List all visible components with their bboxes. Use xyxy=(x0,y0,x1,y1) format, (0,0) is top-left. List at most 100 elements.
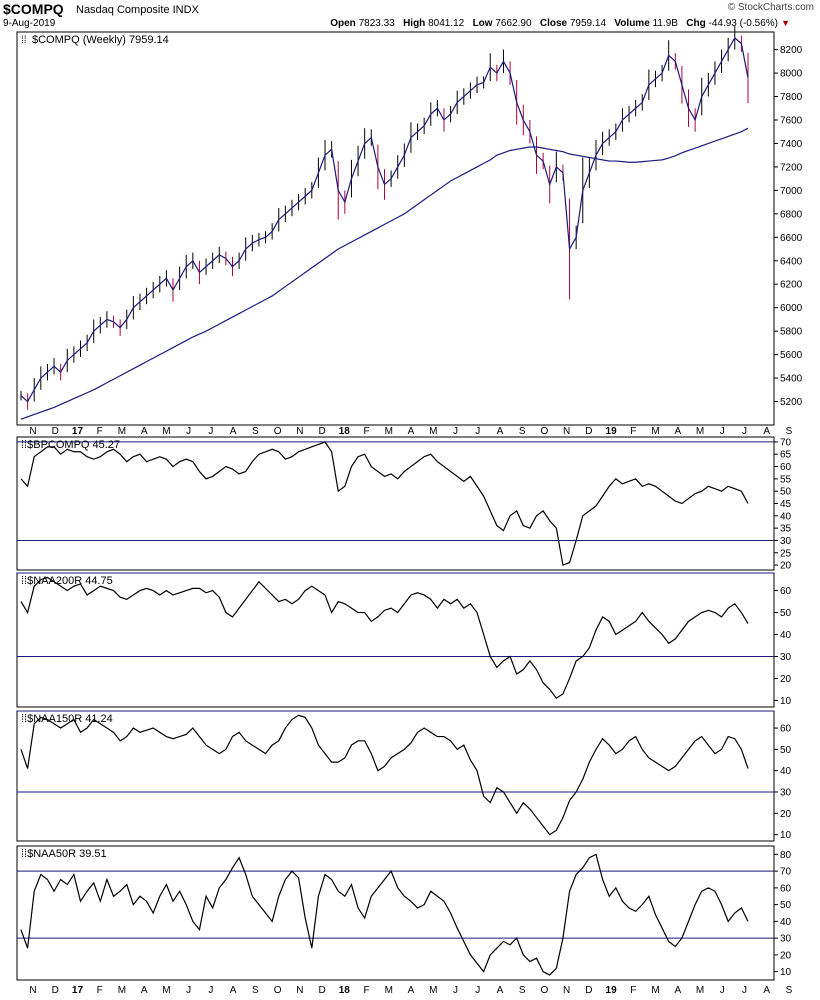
x-tick-label: F xyxy=(363,426,369,437)
y-tick-label: 20 xyxy=(780,674,792,685)
x-tick-label: F xyxy=(363,985,369,996)
x-tick-label: N xyxy=(296,426,303,437)
ohlc-summary: Open 7823.33 High 8041.12 Low 7662.90 Cl… xyxy=(330,18,778,29)
symbol-name: Nasdaq Composite INDX xyxy=(76,4,199,16)
x-tick-label: M xyxy=(118,426,126,437)
x-tick-label: M xyxy=(429,426,437,437)
x-tick-label: D xyxy=(585,426,592,437)
volume-label: Volume xyxy=(614,18,650,29)
y-tick-label: 70 xyxy=(780,867,792,878)
panel-frame xyxy=(16,572,775,708)
y-tick-label: 50 xyxy=(780,900,792,911)
x-tick-label: J xyxy=(186,426,191,437)
x-tick-label: M xyxy=(651,985,659,996)
y-tick-label: 60 xyxy=(780,462,792,473)
x-tick-label: F xyxy=(97,426,103,437)
y-tick-label: 55 xyxy=(780,474,792,485)
brand-label[interactable]: © StockCharts.com xyxy=(727,2,814,13)
y-tick-label: 45 xyxy=(780,499,792,510)
x-tick-label: A xyxy=(497,426,504,437)
chart-header: $COMPQ Nasdaq Composite INDX 9-Aug-2019 … xyxy=(0,0,820,34)
x-tick-label: S xyxy=(786,985,793,996)
chg-value: -44.93 (-0.56%) xyxy=(708,18,778,29)
x-tick-label: F xyxy=(630,985,636,996)
x-tick-label: 19 xyxy=(606,426,618,437)
x-tick-label: O xyxy=(274,426,282,437)
x-tick-label: N xyxy=(29,426,36,437)
x-tick-label: A xyxy=(408,985,415,996)
naa50r-panel: 10 20 30 40 50 60 70 80 ⁞⁞$NAA50R 39.51 xyxy=(16,845,792,981)
y-tick-label: 5600 xyxy=(780,350,803,361)
volume-value: 11.9B xyxy=(652,18,678,29)
y-tick-label: 10 xyxy=(780,967,792,978)
x-tick-label: J xyxy=(208,985,213,996)
y-tick-label: 50 xyxy=(780,745,792,756)
x-tick-label: J xyxy=(453,426,458,437)
y-tick-label: 6000 xyxy=(780,303,803,314)
y-tick-label: 5400 xyxy=(780,374,803,385)
indicator-line xyxy=(20,714,749,836)
close-value: 7959.14 xyxy=(569,18,607,29)
panel-legend: $COMPQ (Weekly) 7959.14 xyxy=(32,34,169,46)
x-tick-label: A xyxy=(230,985,237,996)
x-tick-label: J xyxy=(742,985,747,996)
x-tick-label: 17 xyxy=(72,985,84,996)
x-tick-label: F xyxy=(630,426,636,437)
x-tick-label: S xyxy=(519,426,526,437)
y-tick-label: 6400 xyxy=(780,256,803,267)
y-tick-label: 7400 xyxy=(780,139,803,150)
x-tick-label: D xyxy=(52,985,59,996)
y-tick-label: 10 xyxy=(780,696,792,707)
y-tick-label: 6800 xyxy=(780,209,803,220)
panel-frame xyxy=(16,436,775,571)
y-tick-label: 7800 xyxy=(780,92,803,103)
panel-legend: ⁞⁞$BPCOMPQ 45.27 xyxy=(21,439,120,451)
x-tick-label: D xyxy=(585,985,592,996)
y-tick-label: 60 xyxy=(780,883,792,894)
x-tick-label: A xyxy=(141,426,148,437)
x-tick-label: 19 xyxy=(606,985,618,996)
y-tick-label: 20 xyxy=(780,950,792,961)
panel-legend: ⁞⁞$NAA200R 44.75 xyxy=(21,575,113,587)
x-tick-label: D xyxy=(318,426,325,437)
y-tick-label: 20 xyxy=(780,809,792,820)
y-tick-label: 50 xyxy=(780,608,792,619)
y-tick-label: 65 xyxy=(780,450,792,461)
y-tick-label: 40 xyxy=(780,766,792,777)
x-tick-label: J xyxy=(453,985,458,996)
x-tick-label: M xyxy=(385,985,393,996)
x-tick-label: S xyxy=(519,985,526,996)
x-tick-label: A xyxy=(230,426,237,437)
panel-legend: ⁞⁞$NAA50R 39.51 xyxy=(21,848,107,860)
x-tick-label: O xyxy=(541,985,549,996)
low-label: Low xyxy=(472,18,493,29)
x-tick-label: F xyxy=(97,985,103,996)
naa150r-panel: 10 20 30 40 50 60 ⁞⁞$NAA150R 41.24 xyxy=(16,710,792,842)
x-tick-label: S xyxy=(786,426,793,437)
y-tick-label: 8000 xyxy=(780,69,803,80)
y-tick-label: 6200 xyxy=(780,280,803,291)
y-tick-label: 40 xyxy=(780,511,792,522)
x-tick-label: D xyxy=(318,985,325,996)
y-tick-label: 20 xyxy=(780,561,792,572)
x-tick-label: M xyxy=(696,985,704,996)
y-tick-label: 60 xyxy=(780,724,792,735)
down-arrow-icon: ▼ xyxy=(781,18,790,28)
y-tick-label: 70 xyxy=(780,437,792,448)
y-tick-label: 35 xyxy=(780,524,792,535)
y-tick-label: 25 xyxy=(780,548,792,559)
x-tick-label: N xyxy=(563,985,570,996)
y-tick-label: 7200 xyxy=(780,162,803,173)
x-tick-label: M xyxy=(696,426,704,437)
indicator-line xyxy=(20,576,749,700)
low-value: 7662.90 xyxy=(495,18,532,29)
y-tick-label: 6600 xyxy=(780,233,803,244)
x-tick-label: N xyxy=(563,426,570,437)
x-tick-label: 18 xyxy=(339,426,351,437)
x-tick-label: M xyxy=(162,985,170,996)
chg-label: Chg xyxy=(686,18,706,29)
x-tick-label: O xyxy=(541,426,549,437)
x-tick-label: O xyxy=(274,985,282,996)
x-tick-label: 17 xyxy=(72,426,84,437)
